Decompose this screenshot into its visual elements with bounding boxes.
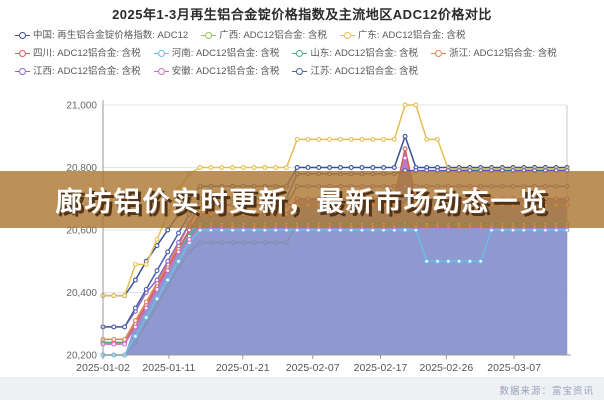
svg-text:21,000: 21,000 [66, 101, 97, 112]
svg-text:2025-02-07: 2025-02-07 [286, 362, 340, 374]
svg-text:2025-01-11: 2025-01-11 [142, 362, 195, 374]
footer-strip [0, 377, 604, 400]
line-marker-icon [15, 68, 30, 75]
overlay-banner: 廊坊铝价实时更新，最新市场动态一览 [0, 171, 604, 228]
svg-text:20,800: 20,800 [66, 163, 97, 174]
svg-text:20,600: 20,600 [66, 226, 97, 237]
data-source-label: 数据来源：富宝资讯 [499, 386, 594, 397]
line-marker-icon [431, 50, 447, 57]
line-marker-icon [292, 50, 308, 57]
legend-label: 中国: 再生铝合金锭价格指数: ADC12 [33, 30, 189, 41]
chart-title: 2025年1-3月再生铝合金锭价格指数及主流地区ADC12价格对比 [112, 7, 492, 22]
legend-label: 江西: ADC12铝合金: 含税 [33, 66, 141, 77]
svg-text:2025-01-02: 2025-01-02 [76, 362, 130, 374]
line-marker-icon [339, 32, 355, 39]
line-marker-icon [153, 68, 169, 75]
legend-label: 江苏: ADC12铝合金: 含税 [310, 66, 419, 77]
svg-text:20,400: 20,400 [66, 288, 97, 299]
legend-item[interactable]: 四川: ADC12铝合金: 含税 [15, 47, 141, 60]
line-marker-icon [292, 68, 308, 75]
legend: 中国: 再生铝合金锭价格指数: ADC12 广西: ADC12铝合金: 含税 广东:… [15, 29, 595, 78]
legend-item[interactable]: 江西: ADC12铝合金: 含税 [15, 65, 141, 78]
legend-label: 广西: ADC12铝合金: 含税 [219, 30, 327, 41]
legend-item[interactable]: 江苏: ADC12铝合金: 含税 [292, 65, 418, 78]
line-marker-icon [15, 32, 30, 39]
legend-label: 山东: ADC12铝合金: 含税 [310, 48, 419, 59]
svg-text:2025-02-26: 2025-02-26 [420, 362, 474, 374]
legend-item[interactable]: 广东: ADC12铝合金: 含税 [339, 29, 466, 42]
banner-text: 廊坊铝价实时更新，最新市场动态一览 [55, 187, 549, 217]
legend-item[interactable]: 浙江: ADC12铝合金: 含税 [431, 47, 557, 60]
svg-text:2025-01-21: 2025-01-21 [216, 362, 270, 374]
chart-canvas[interactable]: 21,000 20,800 20,600 20,400 20,2002025-01-02… [0, 90, 604, 375]
line-marker-icon [201, 32, 217, 39]
legend-item[interactable]: 中国: 再生铝合金锭价格指数: ADC12 [15, 29, 188, 42]
legend-label: 四川: ADC12铝合金: 含税 [33, 48, 141, 59]
legend-item[interactable]: 安徽: ADC12铝合金: 含税 [153, 65, 280, 78]
line-marker-icon [153, 50, 169, 57]
legend-label: 浙江: ADC12铝合金: 含税 [449, 48, 557, 59]
svg-text:2025-03-07: 2025-03-07 [487, 362, 541, 374]
svg-text:2025-02-17: 2025-02-17 [354, 362, 408, 374]
legend-label: 安徽: ADC12铝合金: 含税 [171, 66, 280, 77]
legend-item[interactable]: 山东: ADC12铝合金: 含税 [292, 47, 418, 60]
legend-label: 广东: ADC12铝合金: 含税 [357, 30, 466, 41]
legend-item[interactable]: 河南: ADC12铝合金: 含税 [153, 47, 280, 60]
svg-text:20,200: 20,200 [66, 351, 97, 362]
line-marker-icon [15, 50, 30, 57]
legend-label: 河南: ADC12铝合金: 含税 [171, 48, 280, 59]
legend-item[interactable]: 广西: ADC12铝合金: 含税 [201, 29, 327, 42]
price-chart[interactable]: 21,000 20,800 20,600 20,400 20,200 2025-01-02… [0, 90, 604, 375]
